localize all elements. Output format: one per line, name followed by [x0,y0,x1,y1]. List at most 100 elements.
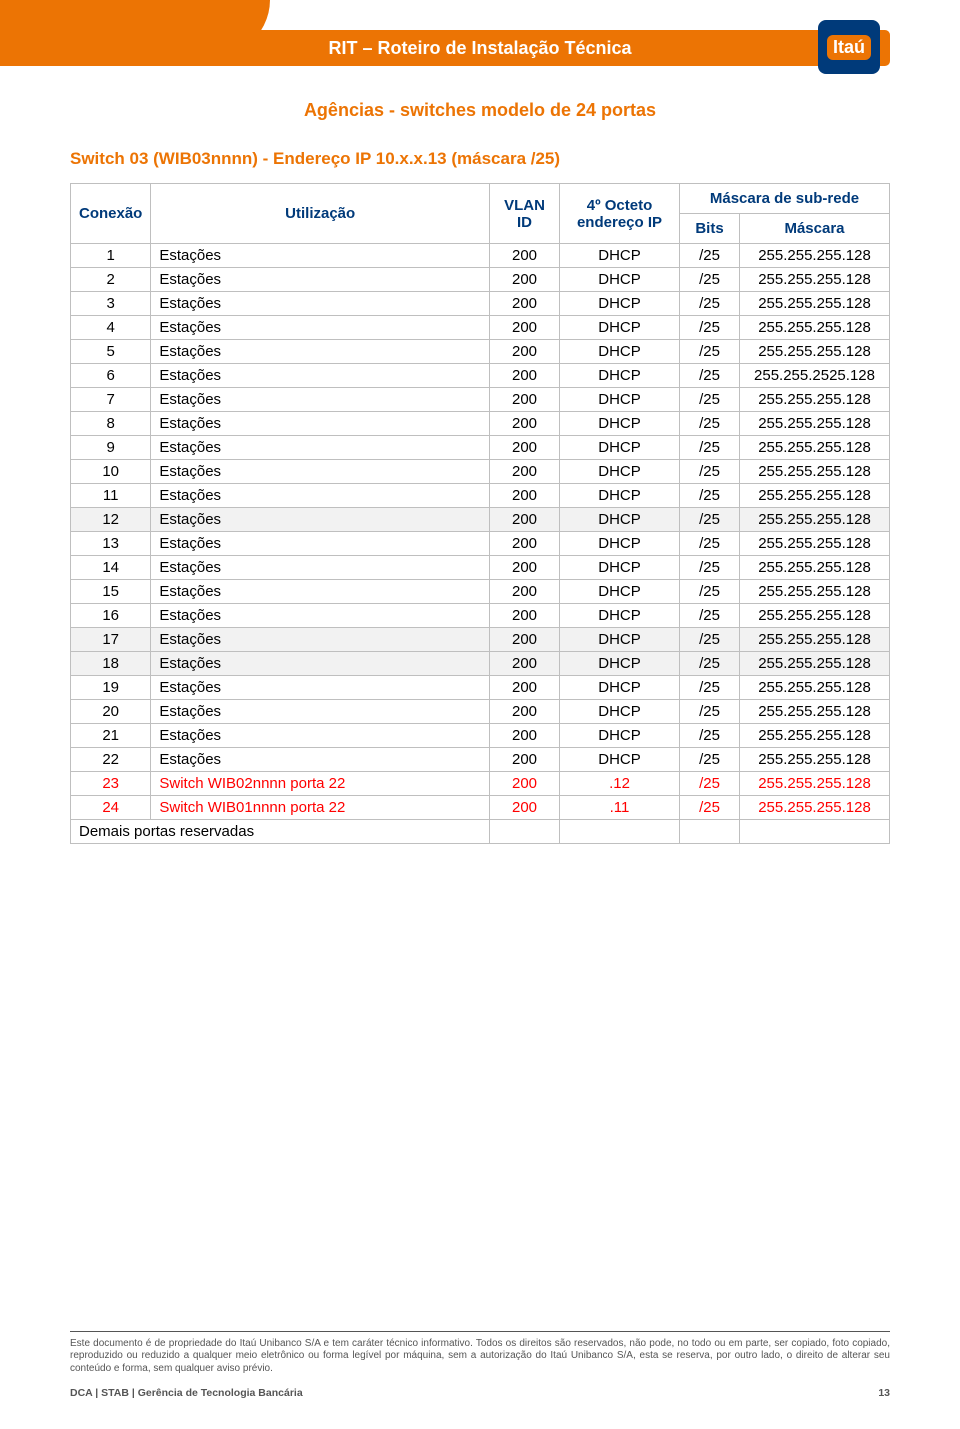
cell-octeto: DHCP [560,316,680,340]
th-conexao: Conexão [71,184,151,244]
cell-octeto: DHCP [560,340,680,364]
table-row: 16Estações200DHCP/25255.255.255.128 [71,604,890,628]
cell-conexao: 22 [71,748,151,772]
cell-utilizacao: Estações [151,460,490,484]
cell-vlan: 200 [490,364,560,388]
table-row: 7Estações200DHCP/25255.255.255.128 [71,388,890,412]
cell-utilizacao: Estações [151,436,490,460]
table-footer-row: Demais portas reservadas [71,820,890,844]
table-row: 10Estações200DHCP/25255.255.255.128 [71,460,890,484]
cell-mascara: 255.255.255.128 [740,700,890,724]
cell-vlan: 200 [490,508,560,532]
footer: Este documento é de propriedade do Itaú … [70,1331,890,1400]
table-head: Conexão Utilização VLAN ID 4º Octeto end… [71,184,890,244]
footer-meta: DCA | STAB | Gerência de Tecnologia Banc… [70,1387,890,1399]
cell-conexao: 7 [71,388,151,412]
cell-utilizacao: Estações [151,244,490,268]
cell-conexao: 24 [71,796,151,820]
content: Agências - switches modelo de 24 portas … [70,0,890,844]
cell-mascara: 255.255.255.128 [740,268,890,292]
cell-bits: /25 [680,556,740,580]
cell-utilizacao: Estações [151,556,490,580]
cell-vlan: 200 [490,556,560,580]
page: RIT – Roteiro de Instalação Técnica Itaú… [0,0,960,1429]
cell-conexao: 19 [71,676,151,700]
cell-utilizacao: Estações [151,340,490,364]
cell-conexao: 20 [71,700,151,724]
cell-octeto: DHCP [560,628,680,652]
cell-mascara: 255.255.255.128 [740,604,890,628]
section-title: Agências - switches modelo de 24 portas [70,100,890,121]
table-row: 4Estações200DHCP/25255.255.255.128 [71,316,890,340]
table-row: 24Switch WIB01nnnn porta 22200.11/25255.… [71,796,890,820]
table-row: 11Estações200DHCP/25255.255.255.128 [71,484,890,508]
cell-octeto: DHCP [560,484,680,508]
cell-vlan: 200 [490,484,560,508]
cell-vlan: 200 [490,436,560,460]
cell-vlan: 200 [490,316,560,340]
cell-octeto: DHCP [560,388,680,412]
cell-utilizacao: Estações [151,316,490,340]
cell-mascara: 255.255.255.128 [740,244,890,268]
cell-utilizacao: Estações [151,388,490,412]
cell-mascara: 255.255.255.128 [740,772,890,796]
cell-bits: /25 [680,436,740,460]
cell-conexao: 15 [71,580,151,604]
table-row: 8Estações200DHCP/25255.255.255.128 [71,412,890,436]
cell-mascara: 255.255.255.128 [740,508,890,532]
table-row: 1Estações200DHCP/25255.255.255.128 [71,244,890,268]
cell-octeto: .12 [560,772,680,796]
cell-conexao: 16 [71,604,151,628]
cell-mascara: 255.255.255.128 [740,388,890,412]
cell-bits: /25 [680,580,740,604]
table-row: 19Estações200DHCP/25255.255.255.128 [71,676,890,700]
cell-octeto: DHCP [560,724,680,748]
cell-mascara: 255.255.255.128 [740,340,890,364]
table-row: 22Estações200DHCP/25255.255.255.128 [71,748,890,772]
th-subrede: Máscara de sub-rede [680,184,890,214]
cell-bits: /25 [680,388,740,412]
cell-vlan: 200 [490,628,560,652]
cell-conexao: 12 [71,508,151,532]
cell-utilizacao: Estações [151,292,490,316]
table-row: 3Estações200DHCP/25255.255.255.128 [71,292,890,316]
cell-mascara: 255.255.255.128 [740,628,890,652]
cell-bits: /25 [680,364,740,388]
table-row: 23Switch WIB02nnnn porta 22200.12/25255.… [71,772,890,796]
cell-vlan: 200 [490,724,560,748]
cell-octeto: DHCP [560,508,680,532]
table-row: 15Estações200DHCP/25255.255.255.128 [71,580,890,604]
cell-octeto: DHCP [560,556,680,580]
cell-octeto: DHCP [560,436,680,460]
cell-octeto: DHCP [560,700,680,724]
cell-utilizacao: Estações [151,700,490,724]
th-octeto: 4º Octeto endereço IP [560,184,680,244]
cell-utilizacao: Estações [151,412,490,436]
cell-octeto: DHCP [560,460,680,484]
cell-conexao: 6 [71,364,151,388]
footer-disclaimer: Este documento é de propriedade do Itaú … [70,1338,890,1376]
cell-bits: /25 [680,340,740,364]
cell-utilizacao: Estações [151,628,490,652]
cell-mascara: 255.255.255.128 [740,556,890,580]
cell-mascara: 255.255.255.128 [740,436,890,460]
cell-utilizacao: Estações [151,484,490,508]
cell-bits: /25 [680,628,740,652]
cell-bits: /25 [680,244,740,268]
table-row: 6Estações200DHCP/25255.255.2525.128 [71,364,890,388]
cell-bits: /25 [680,772,740,796]
cell-utilizacao: Estações [151,724,490,748]
cell-vlan: 200 [490,460,560,484]
table-row: 21Estações200DHCP/25255.255.255.128 [71,724,890,748]
cell-conexao: 14 [71,556,151,580]
cell-vlan: 200 [490,388,560,412]
cell-vlan: 200 [490,244,560,268]
cell-conexao: 10 [71,460,151,484]
cell-utilizacao: Estações [151,748,490,772]
cell-demais-portas: Demais portas reservadas [71,820,490,844]
cell-empty [560,820,680,844]
cell-bits: /25 [680,484,740,508]
cell-utilizacao: Estações [151,580,490,604]
cell-conexao: 5 [71,340,151,364]
switch-title: Switch 03 (WIB03nnnn) - Endereço IP 10.x… [70,149,890,169]
